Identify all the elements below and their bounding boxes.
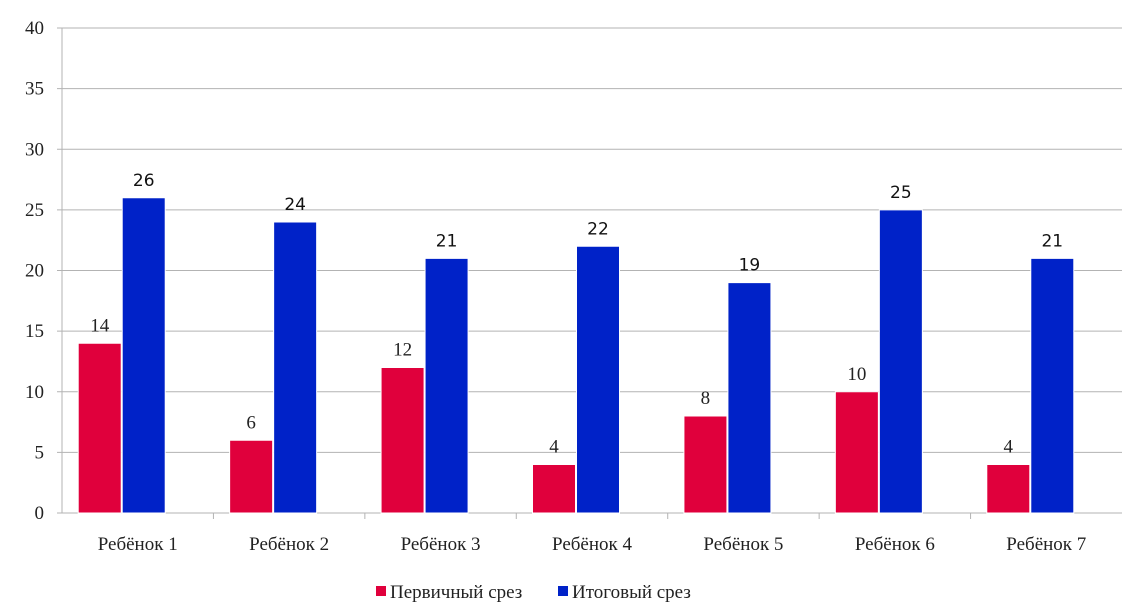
- data-label: 6: [246, 412, 256, 433]
- bar-final: [576, 245, 620, 514]
- y-tick-label: 35: [25, 79, 44, 100]
- bar-primary: [532, 464, 576, 514]
- y-tick-label: 0: [35, 503, 45, 524]
- bar-primary: [229, 439, 274, 514]
- bar-final: [273, 221, 318, 514]
- data-label: 14: [90, 315, 110, 336]
- category-label: Ребёнок 1: [98, 534, 178, 555]
- data-label: 8: [701, 388, 711, 409]
- bar-final: [424, 257, 469, 514]
- category-label: Ребёнок 6: [855, 534, 935, 555]
- y-tick-label: 10: [25, 382, 44, 403]
- legend-label-primary: Первичный срез: [390, 582, 522, 603]
- y-tick-label: 15: [25, 321, 44, 342]
- data-label: 19: [739, 256, 761, 276]
- y-tick-label: 40: [25, 18, 44, 39]
- category-label: Ребёнок 3: [401, 534, 481, 555]
- bar-primary: [834, 391, 879, 514]
- bar-final: [878, 209, 923, 514]
- bar-primary: [380, 367, 425, 514]
- legend-swatch-final: [558, 586, 568, 596]
- category-label: Ребёнок 5: [703, 534, 783, 555]
- data-label: 22: [587, 219, 609, 239]
- data-label: 26: [133, 171, 155, 191]
- bar-primary: [986, 464, 1031, 514]
- legend-label-final: Итоговый срез: [572, 582, 691, 603]
- y-tick-label: 25: [25, 200, 44, 221]
- data-label: 12: [393, 340, 412, 361]
- y-tick-label: 5: [35, 442, 45, 463]
- data-label: 4: [549, 437, 559, 458]
- data-label: 21: [1041, 231, 1063, 251]
- category-label: Ребёнок 4: [552, 534, 632, 555]
- bar-primary: [683, 415, 728, 514]
- data-label: 4: [1004, 437, 1014, 458]
- bar-final: [727, 282, 772, 514]
- data-label: 10: [847, 364, 866, 385]
- category-label: Ребёнок 2: [249, 534, 329, 555]
- legend-swatch-primary: [376, 586, 386, 596]
- data-label: 25: [890, 183, 912, 203]
- data-label: 24: [284, 195, 306, 215]
- category-label: Ребёнок 7: [1006, 534, 1086, 555]
- data-label: 21: [436, 231, 458, 251]
- y-tick-label: 20: [25, 261, 44, 282]
- bar-final: [121, 197, 166, 514]
- bar-final: [1030, 257, 1075, 514]
- y-tick-label: 30: [25, 139, 44, 160]
- bar-primary: [77, 342, 122, 514]
